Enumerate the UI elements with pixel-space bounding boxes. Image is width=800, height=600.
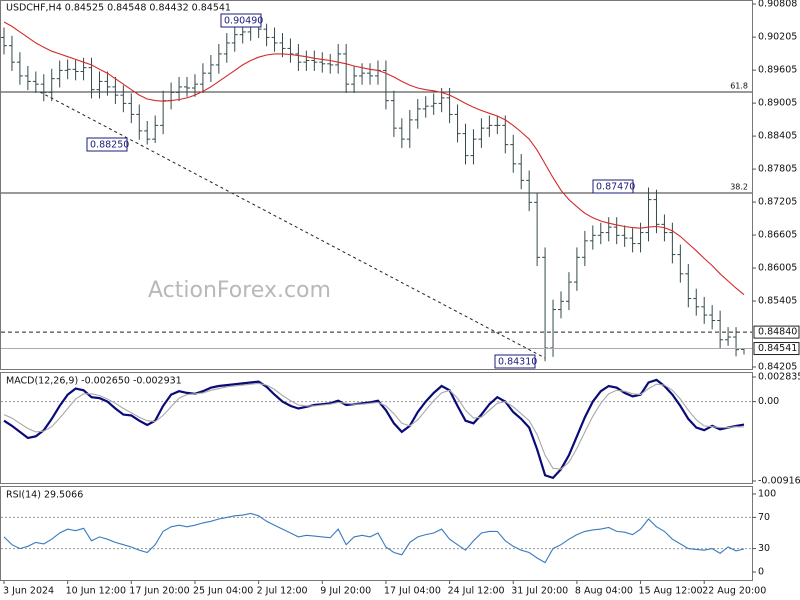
series-line bbox=[3, 21, 745, 296]
x-tick-label: 3 Jun 2024 bbox=[3, 586, 54, 597]
fib-label: 38.2 bbox=[730, 183, 748, 192]
y-tick-label: 0.88405 bbox=[758, 131, 797, 142]
y-tick-label: 0.90205 bbox=[758, 32, 797, 43]
annotation-box bbox=[86, 137, 128, 152]
x-tick-label: 2 Jul 12:00 bbox=[257, 586, 308, 597]
last-price-box bbox=[753, 342, 800, 356]
y-tick-label: 0.86605 bbox=[758, 230, 797, 241]
y-tick-label: 0.90808 bbox=[758, 0, 797, 10]
y-tick-label: 0.87805 bbox=[758, 164, 797, 175]
series-line bbox=[3, 382, 745, 470]
fib-label: 61.8 bbox=[730, 82, 748, 91]
y-tick-label: 0.89005 bbox=[758, 98, 797, 109]
annotation: 0.84310 bbox=[498, 357, 537, 368]
pane-title: MACD(12,26,9) -0.002650 -0.002931 bbox=[6, 376, 182, 387]
annotation-box bbox=[220, 13, 262, 28]
x-tick-label: 17 Jul 04:00 bbox=[384, 586, 441, 597]
macd-pane bbox=[0, 372, 753, 484]
annotation-box bbox=[494, 354, 536, 369]
x-tick-label: 15 Aug 12:00 bbox=[639, 586, 703, 597]
hline-box bbox=[753, 325, 800, 339]
x-tick-label: 10 Jun 12:00 bbox=[66, 586, 126, 597]
x-tick-label: 24 Jul 12:00 bbox=[448, 586, 505, 597]
y-tick-label: 0.86005 bbox=[758, 263, 797, 274]
y-tick-label: 0 bbox=[758, 567, 764, 578]
pane-title: RSI(14) 29.5066 bbox=[6, 490, 83, 501]
pane-title: USDCHF,H4 0.84525 0.84548 0.84432 0.8454… bbox=[6, 3, 231, 14]
series-line bbox=[3, 512, 745, 564]
y-tick-label: 0.002835 bbox=[758, 372, 800, 383]
y-tick-label: 0.84205 bbox=[758, 362, 797, 373]
y-tick-label: 30 bbox=[758, 543, 770, 554]
trend-line bbox=[39, 91, 546, 359]
y-tick-label: 70 bbox=[758, 512, 770, 523]
y-tick-label: 0.85405 bbox=[758, 296, 797, 307]
y-tick-label: 0.89605 bbox=[758, 65, 797, 76]
x-tick-label: 8 Aug 04:00 bbox=[575, 586, 633, 597]
x-tick-label: 31 Jul 20:00 bbox=[511, 586, 568, 597]
x-tick-label: 25 Jun 04:00 bbox=[193, 586, 253, 597]
y-tick-label: -0.009161 bbox=[758, 476, 800, 487]
x-tick-label: 9 Jul 20:00 bbox=[320, 586, 371, 597]
x-tick-label: 22 Aug 20:00 bbox=[702, 586, 766, 597]
price-pane bbox=[0, 0, 753, 370]
y-tick-label: 0.00 bbox=[758, 396, 779, 407]
annotation: 0.88250 bbox=[90, 140, 129, 151]
annotation-box bbox=[592, 179, 634, 194]
watermark: ActionForex.com bbox=[148, 278, 331, 303]
annotation: 0.87470 bbox=[596, 182, 635, 193]
annotation: 0.90490 bbox=[224, 16, 263, 27]
y-tick-label: 0.87205 bbox=[758, 197, 797, 208]
x-tick-label: 17 Jun 20:00 bbox=[129, 586, 189, 597]
y-tick-label: 100 bbox=[758, 489, 776, 500]
last-price-label: 0.84541 bbox=[758, 343, 797, 354]
hline-label: 0.84840 bbox=[758, 327, 797, 338]
